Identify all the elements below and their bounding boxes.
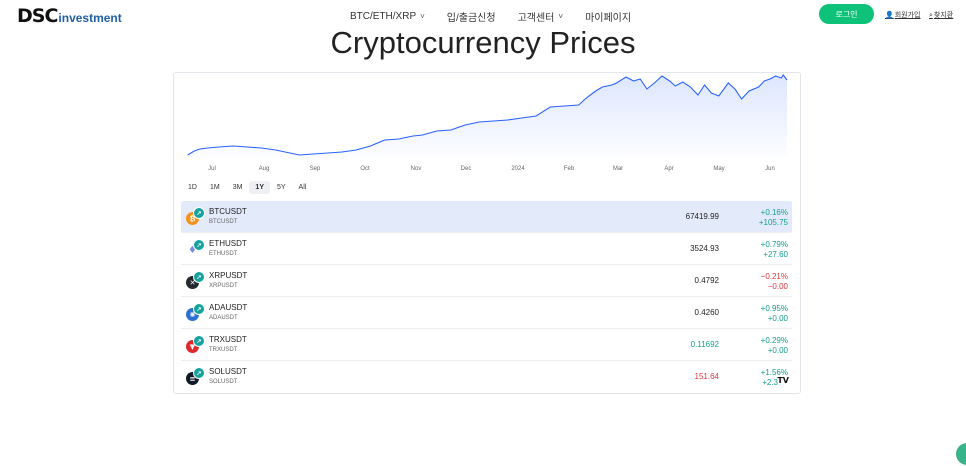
symbol-subtitle: ETHUSDT [209, 251, 238, 257]
last-price: 3524.93 [690, 244, 719, 253]
range-all[interactable]: All [298, 184, 307, 191]
symbol-subtitle: BTCUSDT [209, 219, 238, 225]
symbol-subtitle: ADAUSDT [209, 315, 238, 321]
chevron-down-icon: ˅ [558, 12, 564, 21]
symbol-subtitle: TRXUSDT [209, 347, 238, 353]
percent-change: +0.79% [760, 240, 788, 249]
range-5y[interactable]: 5Y [276, 184, 286, 191]
list-item[interactable]: ≡ ↗ SOLUSDT SOLUSDT 151.64 +1.56% +2.3 T… [181, 361, 792, 392]
tradingview-badge-icon: ↗ [193, 239, 205, 251]
symbol-name: TRXUSDT [209, 335, 247, 344]
nav-item-mypage[interactable]: 마이페이지 [585, 9, 631, 24]
list-item[interactable]: ✕ ↗ XRPUSDT XRPUSDT 0.4792 −0.21% −0.00 [181, 265, 792, 297]
symbol-list: ₿ ↗ BTCUSDT BTCUSDT 67419.99 +0.16% +105… [181, 201, 792, 392]
logo-sub-text: investment [58, 11, 122, 25]
range-1m[interactable]: 1M [209, 184, 220, 191]
x-tick-label: May [713, 166, 724, 172]
tradingview-badge-icon: ↗ [193, 335, 205, 347]
x-tick-label: Oct [360, 166, 370, 172]
nav-item-deposit-withdraw[interactable]: 입/출금신청 [447, 9, 496, 24]
last-price: 0.4260 [694, 308, 719, 317]
search-icon: ⌕ [929, 12, 933, 19]
nav-item-customer-center[interactable]: 고객센터 ˅ [518, 9, 563, 24]
chart-area [187, 75, 788, 157]
x-tick-label: Jun [765, 166, 775, 172]
last-price: 67419.99 [685, 212, 719, 221]
x-tick-label: Aug [259, 166, 270, 172]
nav-item-label: 마이페이지 [585, 13, 632, 24]
last-price: 151.64 [694, 372, 719, 381]
last-price: 0.11692 [690, 340, 719, 349]
list-item[interactable]: ✺ ↗ ADAUSDT ADAUSDT 0.4260 +0.95% +0.00 [181, 297, 792, 329]
x-tick-label: Apr [664, 166, 673, 172]
symbol-subtitle: SOLUSDT [209, 379, 238, 385]
x-tick-label: Dec [461, 166, 472, 172]
find-link[interactable]: ⌕찾지환 [929, 10, 953, 20]
nav-item-label: 고객센터 [517, 13, 555, 24]
percent-change: +1.56% [760, 368, 788, 377]
user-icon: 👤 [885, 12, 894, 19]
absolute-change: +105.75 [758, 218, 788, 227]
symbol-name: SOLUSDT [209, 367, 247, 376]
absolute-change: +0.00 [767, 314, 788, 323]
find-label: 찾지환 [933, 12, 954, 19]
nav-item-btc-eth-xrp[interactable]: BTC/ETH/XRP ˅ [350, 9, 425, 24]
x-tick-label: Mar [613, 166, 623, 172]
crypto-price-widget: Jul Aug Sep Oct Nov Dec 2024 Feb Mar Apr May Jun 1D… [173, 72, 801, 394]
x-tick-label: Nov [411, 166, 422, 172]
list-item[interactable]: ▼ ↗ TRXUSDT TRXUSDT 0.11692 +0.29% +0.00 [181, 329, 792, 361]
range-selector: 1D 1M 3M 1Y 5Y All [182, 181, 313, 194]
symbol-name: XRPUSDT [209, 271, 248, 280]
range-3m[interactable]: 3M [232, 184, 243, 191]
percent-change: −0.21% [760, 272, 788, 281]
site-logo[interactable]: DSC investment [17, 5, 122, 27]
symbol-subtitle: XRPUSDT [209, 283, 238, 289]
absolute-change: +2.3 [762, 378, 778, 387]
percent-change: +0.95% [760, 304, 788, 313]
x-axis-ticks: Jul Aug Sep Oct Nov Dec 2024 Feb Mar Apr May Jun [208, 166, 775, 172]
percent-change: +0.16% [760, 208, 788, 217]
main-nav: BTC/ETH/XRP ˅ 입/출금신청 고객센터 ˅ 마이페이지 [350, 9, 653, 24]
x-tick-label: Feb [564, 166, 575, 172]
range-1d[interactable]: 1D [188, 184, 197, 191]
chart-line [187, 74, 788, 156]
chat-bubble-icon[interactable] [956, 443, 966, 465]
list-item[interactable]: ₿ ↗ BTCUSDT BTCUSDT 67419.99 +0.16% +105… [181, 201, 792, 233]
tradingview-badge-icon: ↗ [193, 207, 205, 219]
tradingview-badge-icon: ↗ [193, 271, 205, 283]
range-1y[interactable]: 1Y [249, 181, 270, 194]
symbol-name: ADAUSDT [209, 303, 248, 312]
absolute-change: +27.60 [763, 250, 788, 259]
chevron-down-icon: ˅ [420, 12, 425, 21]
tradingview-badge-icon: ↗ [193, 303, 205, 315]
symbol-name: ETHUSDT [209, 239, 247, 248]
list-item[interactable]: ♦ ↗ ETHUSDT ETHUSDT 3524.93 +0.79% +27.6… [181, 233, 792, 265]
x-tick-label: Sep [310, 166, 321, 172]
price-chart[interactable]: Jul Aug Sep Oct Nov Dec 2024 Feb Mar Apr May Jun [174, 73, 800, 178]
percent-change: +0.29% [760, 336, 788, 345]
absolute-change: −0.00 [767, 282, 788, 291]
page-title: Cryptocurrency Prices [330, 25, 636, 60]
nav-item-label: 입/출금신청 [446, 13, 496, 24]
x-tick-label: 2024 [511, 166, 525, 172]
logo-main-text: DSC [17, 5, 58, 27]
nav-item-label: BTC/ETH/XRP [350, 11, 417, 22]
signup-link[interactable]: 👤회원가입 [885, 10, 920, 20]
x-tick-label: Jul [208, 166, 216, 172]
signup-label: 회원가입 [894, 12, 921, 19]
last-price: 0.4792 [694, 276, 719, 285]
symbol-name: BTCUSDT [209, 207, 247, 216]
absolute-change: +0.00 [767, 346, 788, 355]
tradingview-logo-icon[interactable]: TV [777, 376, 789, 385]
tradingview-badge-icon: ↗ [193, 367, 205, 379]
login-button[interactable]: 로그인 [819, 4, 874, 24]
